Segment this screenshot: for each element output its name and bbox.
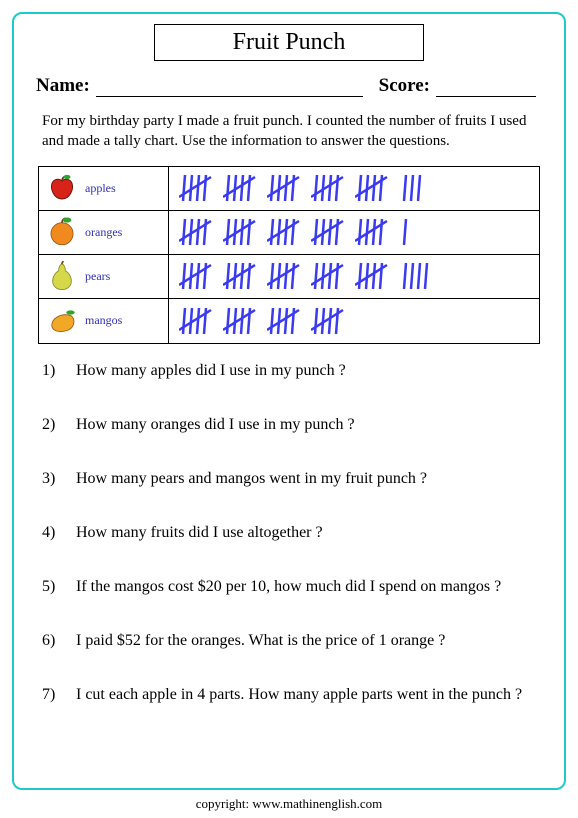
question-text: How many fruits did I use altogether ?: [76, 524, 536, 542]
tally-chart: apples oranges: [38, 166, 540, 344]
tally-group-5: [267, 304, 301, 338]
score-label: Score:: [379, 75, 430, 97]
name-score-row: Name: Score:: [14, 61, 564, 97]
tally-group-5: [311, 304, 345, 338]
tally-group-5: [179, 171, 213, 205]
fruit-cell: mangos: [39, 299, 169, 343]
worksheet-title: Fruit Punch: [154, 24, 424, 61]
page-border: Fruit Punch Name: Score: For my birthday…: [12, 12, 566, 790]
tally-row: mangos: [39, 299, 539, 343]
question-text: How many apples did I use in my punch ?: [76, 362, 536, 380]
tally-cell: [169, 211, 539, 254]
fruit-label: mangos: [85, 313, 122, 328]
tally-group-5: [311, 215, 345, 249]
tally-group-5: [355, 215, 389, 249]
question-item: 2) How many oranges did I use in my punc…: [42, 416, 536, 434]
tally-group-5: [179, 304, 213, 338]
tally-group-5: [311, 259, 345, 293]
question-text: How many pears and mangos went in my fru…: [76, 470, 536, 488]
tally-cell: [169, 299, 539, 343]
question-number: 5): [42, 578, 76, 596]
fruit-label: pears: [85, 269, 110, 284]
tally-cell: [169, 167, 539, 210]
tally-group-5: [223, 215, 257, 249]
name-label: Name:: [36, 75, 90, 97]
fruit-cell: apples: [39, 167, 169, 210]
question-item: 6) I paid $52 for the oranges. What is t…: [42, 632, 536, 650]
apples-icon: [45, 171, 79, 205]
question-item: 3) How many pears and mangos went in my …: [42, 470, 536, 488]
tally-extra: [399, 259, 435, 293]
tally-group-5: [355, 171, 389, 205]
tally-group-5: [267, 171, 301, 205]
question-text: I cut each apple in 4 parts. How many ap…: [76, 686, 536, 704]
tally-group-5: [267, 215, 301, 249]
question-text: How many oranges did I use in my punch ?: [76, 416, 536, 434]
copyright-text: copyright: www.mathinenglish.com: [0, 796, 578, 812]
fruit-cell: pears: [39, 255, 169, 298]
tally-group-5: [355, 259, 389, 293]
fruit-cell: oranges: [39, 211, 169, 254]
fruit-label: oranges: [85, 225, 122, 240]
name-blank[interactable]: [96, 79, 363, 97]
fruit-label: apples: [85, 181, 116, 196]
tally-row: pears: [39, 255, 539, 299]
question-number: 7): [42, 686, 76, 704]
instructions-text: For my birthday party I made a fruit pun…: [14, 97, 564, 160]
tally-extra: [399, 171, 428, 205]
question-text: I paid $52 for the oranges. What is the …: [76, 632, 536, 650]
pears-icon: [45, 259, 79, 293]
question-item: 1) How many apples did I use in my punch…: [42, 362, 536, 380]
oranges-icon: [45, 215, 79, 249]
tally-row: apples: [39, 167, 539, 211]
question-item: 4) How many fruits did I use altogether …: [42, 524, 536, 542]
question-item: 7) I cut each apple in 4 parts. How many…: [42, 686, 536, 704]
tally-group-5: [223, 171, 257, 205]
question-text: If the mangos cost $20 per 10, how much …: [76, 578, 536, 596]
tally-group-5: [311, 171, 345, 205]
tally-row: oranges: [39, 211, 539, 255]
question-number: 2): [42, 416, 76, 434]
question-number: 3): [42, 470, 76, 488]
question-number: 1): [42, 362, 76, 380]
score-blank[interactable]: [436, 79, 536, 97]
question-number: 4): [42, 524, 76, 542]
tally-cell: [169, 255, 539, 298]
question-number: 6): [42, 632, 76, 650]
questions-list: 1) How many apples did I use in my punch…: [14, 344, 564, 704]
tally-extra: [399, 215, 414, 249]
tally-group-5: [267, 259, 301, 293]
mangos-icon: [45, 304, 79, 338]
tally-group-5: [179, 215, 213, 249]
question-item: 5) If the mangos cost $20 per 10, how mu…: [42, 578, 536, 596]
tally-group-5: [223, 304, 257, 338]
tally-group-5: [179, 259, 213, 293]
tally-group-5: [223, 259, 257, 293]
